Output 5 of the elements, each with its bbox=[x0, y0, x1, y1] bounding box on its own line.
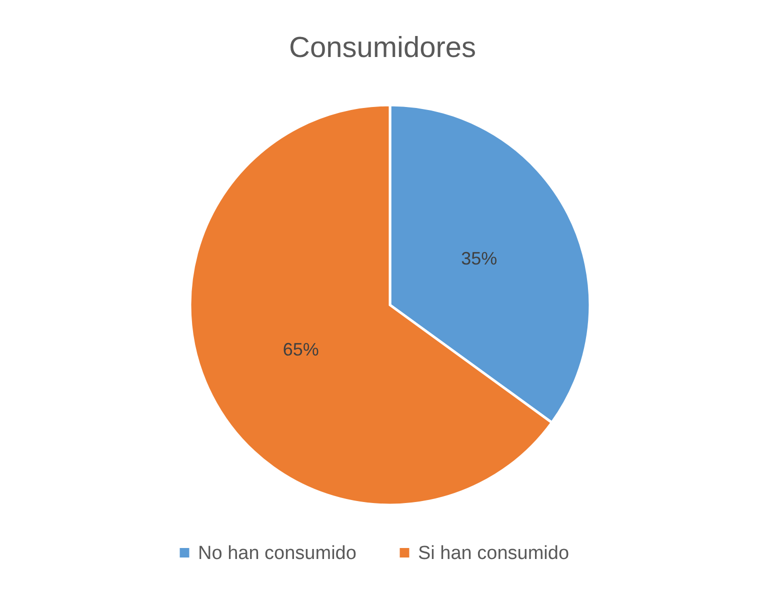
legend-label: No han consumido bbox=[198, 542, 356, 564]
legend-label: Si han consumido bbox=[418, 542, 570, 564]
data-label: 65% bbox=[282, 339, 319, 360]
chart-title: Consumidores bbox=[289, 32, 476, 64]
data-label: 35% bbox=[461, 248, 498, 269]
